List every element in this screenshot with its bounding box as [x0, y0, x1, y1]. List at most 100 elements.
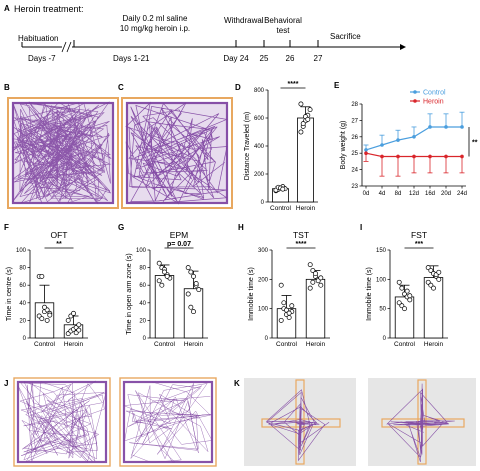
y-tick-label: 0	[265, 336, 269, 342]
timeline-behavioral-line1: Behavioral	[264, 16, 302, 25]
chart-title: FST	[411, 230, 427, 240]
data-point	[407, 297, 413, 303]
y-tick-label: 100	[376, 277, 387, 283]
y-tick-label: 20	[19, 318, 26, 324]
y-tick-label: 40	[139, 301, 146, 307]
series-point	[428, 125, 432, 129]
y-tick-label: 27	[351, 118, 358, 124]
y-tick-label: 200	[258, 277, 269, 283]
data-point	[156, 278, 162, 284]
timeline-sacrifice: Sacrifice	[330, 32, 361, 41]
chart-d-distance: 0 200 400 600 800 Distance Traveled (m) Contro…	[244, 81, 318, 212]
data-point	[47, 312, 53, 318]
data-point	[428, 268, 434, 273]
data-point	[307, 262, 313, 268]
data-point	[425, 265, 431, 271]
series-point	[444, 125, 448, 129]
y-tick-label: 23	[351, 184, 358, 190]
y-axis-label: Immobile time (s)	[366, 267, 373, 321]
panel-label-j: J	[4, 379, 8, 388]
data-point	[315, 278, 321, 284]
y-tick-label: 100	[136, 248, 147, 254]
data-point	[156, 260, 162, 266]
series-point	[396, 138, 400, 142]
timeline-day25: 25	[260, 54, 269, 63]
timeline-treatment-days: Days 1-21	[113, 54, 150, 63]
timeline-day24: Day 24	[223, 54, 249, 63]
data-point	[39, 273, 45, 279]
y-tick-label: 0	[143, 336, 147, 342]
y-tick-label: 20	[139, 318, 146, 324]
legend-swatch-dot	[413, 90, 417, 94]
track-edge	[122, 380, 214, 464]
panel-label-i: I	[360, 223, 362, 232]
data-point	[76, 327, 82, 333]
data-point	[188, 269, 194, 275]
data-point	[42, 304, 47, 310]
y-tick-label: 60	[139, 283, 146, 289]
significance-label: ****	[296, 241, 307, 248]
maze-track-path	[386, 383, 455, 462]
data-point	[425, 279, 431, 285]
maze-track-path	[265, 389, 330, 462]
y-tick-label: 50	[379, 307, 386, 313]
series-point	[460, 125, 464, 129]
y-tick-label: 26	[351, 135, 358, 141]
panel-a-timeline: A Heroin treatment: Habituation Days -7 …	[4, 4, 406, 63]
track-path	[17, 380, 107, 463]
legend-label: Heroin	[423, 99, 444, 106]
panel-label-g: G	[118, 223, 124, 232]
significance-label: **	[56, 241, 62, 248]
chart-h-tst: 0 100 200 300 Immobile time (s) TST Control Her…	[248, 230, 330, 348]
series-point	[412, 135, 416, 139]
y-tick-label: 25	[351, 151, 358, 157]
significance-label: **	[472, 140, 478, 147]
data-point	[278, 317, 284, 323]
data-point	[193, 280, 199, 286]
data-point	[396, 279, 402, 285]
panel-b-track-plot	[7, 97, 119, 209]
data-point	[300, 121, 306, 127]
panel-k-maze-control	[244, 378, 356, 466]
x-tick-label: 24d	[457, 191, 467, 197]
y-axis-label: Immobile time (s)	[248, 267, 255, 321]
data-point	[162, 269, 167, 275]
series-point	[364, 148, 368, 152]
data-point	[307, 107, 313, 113]
y-tick-label: 80	[19, 266, 26, 272]
data-point	[310, 268, 316, 273]
track-edge	[16, 380, 108, 464]
y-tick-label: 200	[254, 172, 265, 178]
timeline-treatment-line1: Daily 0.2 ml saline	[123, 14, 188, 23]
x-tick-label: Control	[394, 341, 416, 348]
y-axis-label: Time in open arm zone (s)	[126, 253, 133, 334]
x-tick-label: Control	[34, 341, 56, 348]
timeline-arrow	[400, 44, 406, 50]
x-tick-label: Heroin	[184, 341, 204, 348]
significance-label: ****	[288, 81, 299, 88]
data-point	[407, 293, 413, 299]
y-tick-label: 0	[261, 200, 265, 206]
data-point	[310, 279, 316, 285]
series-point	[460, 154, 464, 159]
x-tick-label: Control	[276, 341, 298, 348]
y-tick-label: 60	[19, 283, 26, 289]
track-path	[123, 381, 213, 463]
data-point	[191, 309, 196, 315]
x-tick-label: Heroin	[64, 341, 84, 348]
y-axis-label: Time in centre (s)	[6, 267, 13, 321]
data-point	[402, 291, 407, 297]
x-tick-label: 12d	[409, 191, 419, 197]
data-point	[44, 317, 50, 323]
data-point	[436, 269, 442, 275]
y-tick-label: 28	[351, 102, 358, 108]
data-point	[428, 282, 434, 288]
legend-label: Control	[423, 90, 446, 97]
panel-j-track-control	[13, 377, 111, 467]
timeline-behavioral-line2: test	[277, 26, 291, 35]
series-point	[396, 154, 400, 159]
significance-label: p= 0.07	[167, 241, 191, 248]
timeline-habituation-days: Days -7	[28, 54, 56, 63]
timeline-break-right	[66, 41, 72, 53]
